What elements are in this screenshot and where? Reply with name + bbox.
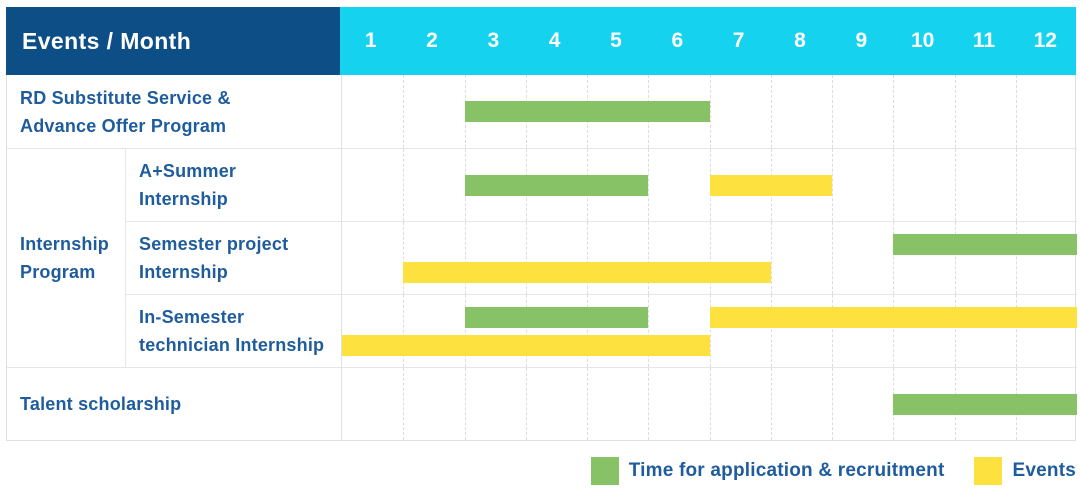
month-gridline: [832, 75, 833, 148]
row-label-line: RD Substitute Service &: [20, 87, 231, 108]
month-label: 10: [910, 29, 935, 52]
month-gridline: [1015, 295, 1017, 367]
month-gridline: [1015, 75, 1017, 148]
month-gridline: [1015, 222, 1017, 294]
month-gridline: [587, 295, 588, 367]
gantt-row-rd-substitute-service: [341, 75, 1077, 148]
month-gridline: [525, 222, 527, 294]
month-header-strip: 1 2 3 4 5 6 7 8 9 10 11 12: [340, 7, 1076, 75]
group-label-internship-program: Internship Program: [7, 148, 125, 367]
month-gridline: [648, 295, 650, 367]
row-label-semester-project-internship: Semester project Internship: [125, 221, 341, 294]
month-gridline: [403, 222, 405, 294]
events-swatch-icon: [974, 457, 1003, 485]
gantt-row-a-plus-summer-internship: [341, 148, 1077, 221]
gantt-bar-events: [403, 262, 771, 283]
month-gridline: [648, 222, 650, 294]
row-label-line: Internship: [139, 262, 229, 282]
gantt-bar-application-recruitment: [893, 394, 1077, 415]
month-gridline: [770, 222, 772, 294]
month-label: 7: [732, 29, 745, 52]
month-label: 3: [487, 29, 500, 52]
gantt-bar-application-recruitment: [464, 175, 649, 196]
month-label: 5: [610, 29, 622, 52]
month-gridline: [403, 149, 405, 221]
row-label-line: Internship: [139, 189, 229, 209]
month-gridline: [587, 222, 588, 294]
month-gridline: [954, 75, 956, 148]
month-gridline: [709, 75, 711, 148]
month-gridline: [954, 149, 956, 221]
month-gridline: [770, 295, 772, 367]
month-gridline: [464, 222, 466, 294]
month-label: 2: [426, 29, 438, 52]
month-gridline: [954, 295, 956, 367]
month-label: 12: [1033, 29, 1057, 52]
month-gridline: [832, 222, 833, 294]
month-gridline: [1015, 149, 1017, 221]
month-gridline: [893, 149, 895, 221]
month-gridline: [525, 295, 527, 367]
month-gridline: [709, 368, 711, 440]
month-gridline: [464, 368, 466, 440]
month-label: 1: [364, 29, 377, 52]
table-header-row: Events / Month 1 2 3 4 5 6 7 8 9 10 11 12: [6, 7, 1076, 75]
row-label-a-plus-summer-internship: A+Summer Internship: [125, 148, 341, 221]
month-label: 6: [671, 29, 684, 52]
gantt-row-semester-project-internship: [341, 221, 1077, 294]
row-label-line: Semester project: [139, 234, 289, 254]
gantt-bar-events: [342, 335, 710, 356]
gantt-row-in-semester-technician-internship: [341, 294, 1077, 367]
month-gridline: [954, 222, 956, 294]
row-label-talent-scholarship: Talent scholarship: [7, 367, 341, 440]
month-gridline: [709, 295, 711, 367]
row-label-line: Advance Offer Program: [20, 115, 227, 136]
gantt-bar-events: [709, 175, 832, 196]
month-label: 8: [794, 29, 806, 52]
legend-item-recruitment: Time for application & recruitment: [590, 457, 945, 485]
month-gridline: [525, 368, 527, 440]
group-label-line: Program: [20, 262, 96, 282]
gantt-bar-application-recruitment: [464, 101, 710, 122]
month-gridline: [770, 75, 772, 148]
month-gridline: [832, 295, 833, 367]
events-month-table: Events / Month 1 2 3 4 5 6 7 8 9 10 11 12 RD Substi…: [6, 7, 1077, 441]
month-gridline: [587, 368, 588, 440]
table-body: RD Substitute Service & Advance Offer Pr…: [6, 75, 1077, 441]
row-label-line: Talent scholarship: [20, 394, 182, 414]
row-label-in-semester-technician-internship: In-Semester technician Internship: [125, 294, 341, 367]
month-gridline: [893, 295, 895, 367]
month-gridline: [770, 368, 772, 440]
month-gridline: [648, 368, 650, 440]
legend-label: Time for application & recruitment: [628, 460, 945, 481]
row-label-line: A+Summer: [139, 161, 237, 181]
month-gridline: [832, 149, 833, 221]
gantt-bar-application-recruitment: [893, 234, 1077, 255]
month-gridline: [403, 75, 405, 148]
month-gridline: [709, 222, 711, 294]
row-label-line: In-Semester: [139, 307, 245, 327]
table-title: Events / Month: [6, 7, 340, 75]
month-label: 9: [855, 29, 868, 52]
gantt-row-talent-scholarship: [341, 367, 1077, 440]
month-label: 11: [972, 29, 996, 52]
group-label-line: Internship: [20, 234, 110, 254]
month-gridline: [893, 222, 895, 294]
legend-item-events: Events: [974, 457, 1076, 485]
month-gridline: [832, 368, 833, 440]
gantt-bar-application-recruitment: [464, 307, 649, 328]
month-gridline: [464, 295, 466, 367]
recruitment-swatch-icon: [590, 457, 619, 485]
month-label: 4: [548, 29, 561, 52]
legend: Time for application & recruitment Event…: [6, 457, 1076, 485]
row-label-line: technician Internship: [139, 335, 325, 355]
row-label-rd-substitute-service: RD Substitute Service & Advance Offer Pr…: [7, 75, 341, 148]
legend-label: Events: [1012, 460, 1076, 481]
month-gridline: [403, 368, 405, 440]
month-gridline: [893, 75, 895, 148]
month-gridline: [648, 149, 650, 221]
gantt-bar-events: [709, 307, 1077, 328]
month-gridline: [403, 295, 405, 367]
